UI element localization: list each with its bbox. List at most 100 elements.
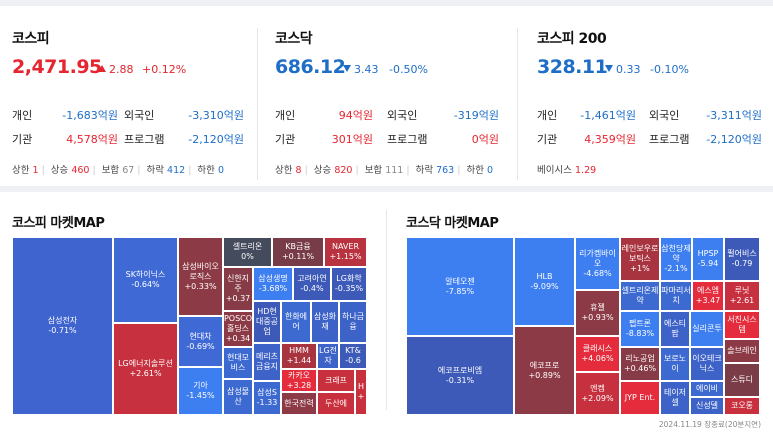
kospi-map-title[interactable]: 코스피 마켓MAP bbox=[12, 216, 105, 231]
treemap-cell[interactable]: 삼성전자 -0.71% bbox=[12, 237, 113, 415]
stock-name: 엔켐 bbox=[590, 383, 605, 393]
treemap-cell[interactable]: POSCO홀딩스 +0.34 bbox=[223, 311, 253, 347]
treemap-cell[interactable]: LG에너지솔루션 +2.61% bbox=[113, 323, 178, 415]
stock-change: 0% bbox=[241, 252, 254, 261]
treemap-cell[interactable]: 현대차 -0.69% bbox=[178, 316, 223, 367]
kosdaq-title[interactable]: 코스닥 bbox=[275, 31, 313, 47]
treemap-cell[interactable]: LG전자 bbox=[317, 343, 339, 369]
treemap-cell[interactable]: 삼천당제약 -2.1% bbox=[660, 237, 692, 281]
treemap-cell[interactable]: 현대모비스 bbox=[223, 347, 253, 379]
treemap-cell[interactable]: 삼성생명 -3.68% bbox=[253, 267, 293, 301]
treemap-cell[interactable]: 크래프 bbox=[317, 369, 355, 392]
section-divider bbox=[386, 210, 387, 410]
kospi200-panel[interactable]: 코스피 200 328.11 0.33 -0.10% 개인 -1,461억원 외… bbox=[537, 6, 762, 186]
stock-change: -0.79 bbox=[731, 259, 753, 268]
kospi-panel[interactable]: 코스피 2,471.95 2.88 +0.12% 개인 -1,683억원 외국인… bbox=[12, 6, 244, 186]
treemap-cell[interactable]: 클래시스 +4.06% bbox=[575, 336, 620, 372]
treemap-cell[interactable]: 리노공업 +0.46% bbox=[620, 347, 660, 381]
stock-name: 에코프로비엠 bbox=[437, 365, 483, 375]
kosdaq-map-title[interactable]: 코스닥 마켓MAP bbox=[406, 216, 499, 231]
treemap-cell[interactable]: 삼성화재 bbox=[311, 301, 339, 343]
panel-divider bbox=[257, 28, 258, 180]
treemap-cell[interactable]: 휴젤 +0.93% bbox=[575, 290, 620, 336]
stock-name: 레인보우로보틱스 bbox=[621, 244, 659, 263]
stat-label: 하락 bbox=[415, 165, 434, 176]
treemap-cell[interactable]: 테이저셀 bbox=[660, 381, 690, 415]
treemap-cell[interactable]: 리가켐바이오 -4.68% bbox=[575, 237, 620, 290]
stock-name: 리노공업 bbox=[625, 354, 655, 363]
treemap-cell[interactable]: H + bbox=[355, 369, 367, 415]
kospi-title[interactable]: 코스피 bbox=[12, 31, 50, 47]
treemap-cell[interactable]: 에코프로 +0.89% bbox=[514, 326, 575, 415]
treemap-cell[interactable]: JYP Ent. bbox=[620, 381, 660, 415]
treemap-cell[interactable]: 카카오 +3.28 bbox=[281, 369, 317, 392]
investor-value: -3,311억원 bbox=[706, 109, 762, 122]
treemap-cell[interactable]: 이오테크닉스 bbox=[690, 347, 724, 381]
treemap-cell[interactable]: 에이비 bbox=[690, 381, 724, 397]
treemap-cell[interactable]: 두산에 bbox=[317, 392, 355, 415]
stock-name: 알테오젠 bbox=[445, 276, 475, 286]
treemap-cell[interactable]: 삼성바이오로직스 +0.33% bbox=[178, 237, 223, 316]
treemap-cell[interactable]: 셀트리온제약 bbox=[620, 281, 660, 311]
treemap-cell[interactable]: 메리츠금융지 bbox=[253, 343, 281, 381]
treemap-cell[interactable]: HLB -9.09% bbox=[514, 237, 575, 326]
investor-value: 301억원 bbox=[331, 133, 373, 146]
stock-name: HLB bbox=[536, 271, 553, 281]
treemap-cell[interactable]: 한국전력 bbox=[281, 392, 317, 415]
stat-label: 상한 bbox=[275, 165, 293, 176]
treemap-cell[interactable]: 한화에어 bbox=[281, 301, 311, 343]
treemap-cell[interactable]: 에스엠 +3.47 bbox=[692, 281, 724, 311]
stock-name: JYP Ent. bbox=[624, 393, 656, 402]
treemap-cell[interactable]: 삼성물산 bbox=[223, 379, 253, 415]
treemap-cell[interactable]: 신한지주 +0.37 bbox=[223, 267, 253, 311]
treemap-cell[interactable]: KT& -0.6 bbox=[339, 343, 367, 369]
treemap-cell[interactable]: HMM +1.44 bbox=[281, 343, 317, 369]
down-triangle-icon bbox=[605, 65, 613, 72]
investor-value: -2,120억원 bbox=[706, 133, 762, 146]
treemap-cell[interactable]: 스튜디 bbox=[724, 363, 760, 397]
investor-label: 외국인 bbox=[387, 109, 418, 122]
stock-name: 셀트리온 bbox=[232, 242, 263, 251]
treemap-cell[interactable]: 레인보우로보틱스 +1% bbox=[620, 237, 660, 281]
treemap-cell[interactable]: HPSP -5.94 bbox=[692, 237, 724, 281]
stock-name: 펩트론 bbox=[628, 319, 652, 328]
stock-change: +2.61 bbox=[729, 296, 755, 305]
kospi-change-value: 2.88 bbox=[109, 63, 134, 76]
treemap-cell[interactable]: 신성델 bbox=[690, 397, 724, 415]
treemap-cell[interactable]: 에코프로비엠 -0.31% bbox=[406, 336, 514, 415]
investor-label: 외국인 bbox=[649, 109, 680, 122]
stock-name: NAVER bbox=[331, 242, 360, 251]
treemap-cell[interactable]: 파마리서치 bbox=[660, 281, 692, 311]
treemap-cell[interactable]: 펄어비스 -0.79 bbox=[724, 237, 760, 281]
stock-name: 삼성바이오로직스 bbox=[182, 261, 219, 281]
kosdaq-panel[interactable]: 코스닥 686.12 3.43 -0.50% 개인 94억원 외국인 -319억… bbox=[275, 6, 507, 186]
treemap-cell[interactable]: 보로노이 bbox=[660, 347, 690, 381]
kospi200-title[interactable]: 코스피 200 bbox=[537, 31, 607, 47]
stat-label: 상승 bbox=[313, 165, 332, 176]
treemap-cell[interactable]: 코오롱 bbox=[724, 397, 760, 415]
treemap-cell[interactable]: 솔브레인 bbox=[724, 339, 760, 363]
treemap-cell[interactable]: 에스티팜 bbox=[660, 311, 690, 347]
treemap-cell[interactable]: 셀트리온 0% bbox=[223, 237, 272, 267]
stock-name: H bbox=[357, 382, 364, 391]
stat-label: 보합 bbox=[364, 165, 383, 176]
stock-change: + bbox=[357, 392, 365, 401]
stat-label: 상한 bbox=[12, 165, 30, 176]
treemap-cell[interactable]: NAVER +1.15% bbox=[324, 237, 367, 267]
treemap-cell[interactable]: 하나금융 bbox=[339, 301, 367, 343]
stock-change: -4.68% bbox=[583, 268, 612, 278]
treemap-cell[interactable]: 고려아연 -0.4% bbox=[293, 267, 331, 301]
treemap-cell[interactable]: 루닛 +2.61 bbox=[724, 281, 760, 311]
treemap-cell[interactable]: 서진시스템 bbox=[724, 311, 760, 339]
treemap-cell[interactable]: HD현대중공업 bbox=[253, 301, 281, 343]
treemap-cell[interactable]: KB금융 +0.11% bbox=[272, 237, 324, 267]
treemap-cell[interactable]: 펩트론 -8.83% bbox=[620, 311, 660, 347]
treemap-cell[interactable]: 엔켐 +2.09% bbox=[575, 372, 620, 415]
treemap-cell[interactable]: 기아 -1.45% bbox=[178, 367, 223, 415]
kospi-advance-decline: 상한 1 | 상승 460 | 보합 67 | 하락 412 | 하한 0 bbox=[12, 165, 224, 176]
treemap-cell[interactable]: 삼성S -1.33 bbox=[253, 381, 281, 415]
treemap-cell[interactable]: 알테오젠 -7.85% bbox=[406, 237, 514, 336]
treemap-cell[interactable]: SK하이닉스 -0.64% bbox=[113, 237, 178, 323]
treemap-cell[interactable]: LG화학 -0.35% bbox=[331, 267, 367, 301]
treemap-cell[interactable]: 실리콘투 bbox=[690, 311, 724, 347]
